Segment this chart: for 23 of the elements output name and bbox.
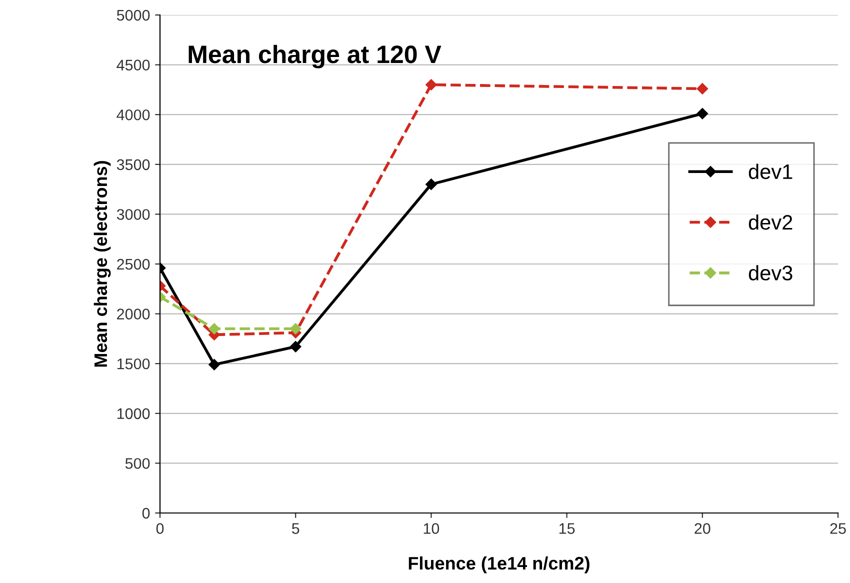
y-tick-label: 4000: [116, 109, 150, 120]
text: Mean charge at 120 V: [188, 44, 442, 68]
y-tick-label: 1500: [117, 358, 150, 370]
legend-label: dev2: [748, 214, 792, 230]
x-tick-label: 25: [830, 523, 846, 534]
x-tick-label: 10: [424, 523, 440, 534]
x-tick-label: 5: [292, 523, 300, 534]
y-tick-label: 4500: [116, 60, 150, 70]
x-tick-label: 0: [156, 523, 164, 534]
y-tick-label: 500: [125, 458, 150, 469]
y-tick-label: 1000: [117, 408, 150, 420]
y-tick-label: 3000: [116, 209, 150, 220]
x-axis-title: Fluence (1e14 n/cm2): [408, 556, 590, 574]
legend-label: dev1: [748, 164, 792, 180]
x-tick-label: 15: [559, 523, 575, 534]
legend-label: dev3: [748, 265, 792, 280]
y-tick-label: 5000: [116, 10, 150, 21]
y-tick-label: 0: [142, 508, 150, 519]
y-tick-label: 2000: [117, 308, 150, 320]
y-axis-title: Mean charge (electrons): [94, 161, 111, 367]
y-tick-label: 2500: [117, 258, 150, 270]
y-tick-label: 3500: [116, 159, 150, 170]
x-tick-label: 20: [694, 523, 710, 534]
